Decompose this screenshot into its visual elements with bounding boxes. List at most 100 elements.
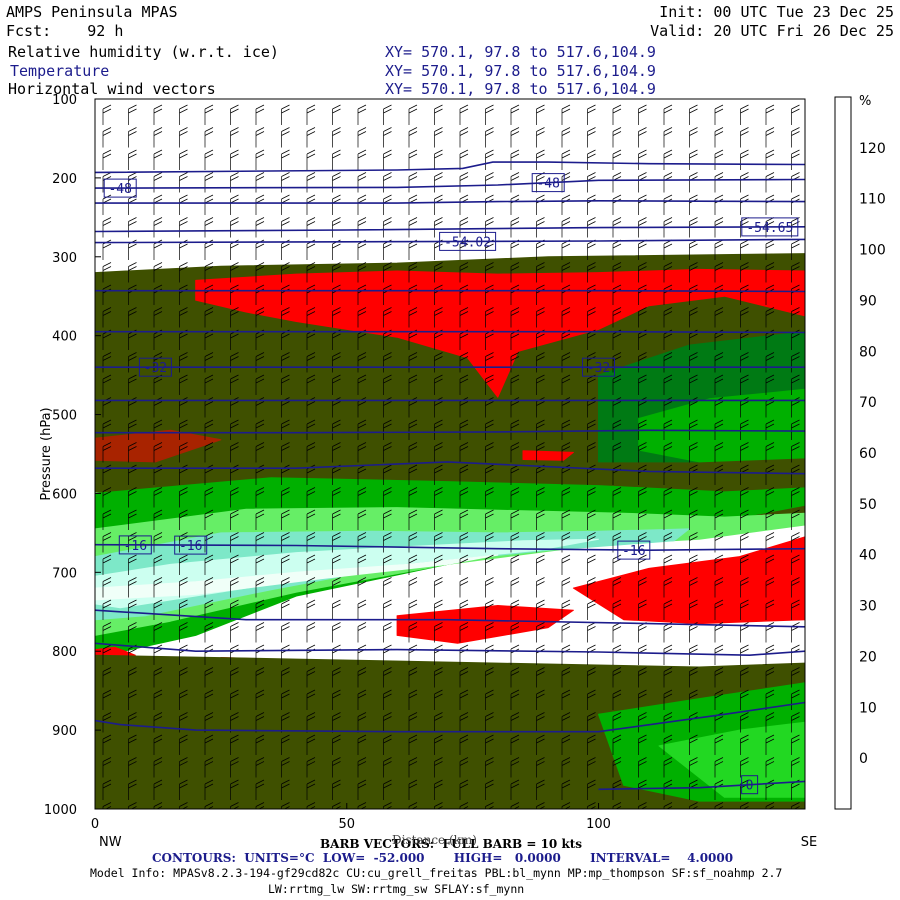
wind-barb: [510, 127, 520, 148]
wind-barb: [561, 217, 571, 238]
wind-barb: [408, 599, 418, 620]
wind-barb: [102, 757, 112, 778]
wind-barb: [434, 532, 443, 553]
wind-barb: [153, 577, 163, 598]
wind-barb: [561, 307, 571, 328]
wind-barb: [765, 757, 775, 778]
wind-barb: [281, 779, 290, 800]
wind-barb: [740, 172, 749, 193]
wind-barb: [383, 307, 392, 328]
wind-barb: [561, 442, 571, 463]
wind-barb: [485, 172, 494, 193]
wind-barb: [230, 172, 239, 193]
wind-barb: [332, 509, 341, 530]
wind-barb: [791, 577, 800, 598]
wind-barb: [689, 419, 698, 440]
contour-info: CONTOURS: UNITS=°C LOW= -52.000 HIGH= 0.…: [152, 851, 734, 865]
wind-barb: [765, 149, 775, 170]
wind-barb: [714, 374, 724, 395]
wind-barb: [102, 689, 112, 710]
wind-barb: [612, 487, 622, 508]
wind-barb: [306, 217, 316, 238]
wind-barb: [408, 622, 418, 643]
temperature-contour: [95, 178, 805, 189]
wind-barb: [357, 127, 367, 148]
contour-label: -54.02: [444, 235, 491, 250]
wind-barb: [255, 442, 265, 463]
wind-barb: [153, 757, 163, 778]
wind-barb: [663, 352, 673, 373]
wind-barb: [153, 689, 163, 710]
wind-barb: [332, 667, 341, 688]
contour-label: -54.65: [746, 221, 793, 236]
wind-barb: [434, 554, 443, 575]
wind-barb: [587, 442, 596, 463]
wind-barb: [255, 689, 265, 710]
rh-region: [658, 721, 805, 798]
wind-barb: [791, 374, 800, 395]
wind-barb: [638, 779, 647, 800]
wind-barb: [332, 217, 341, 238]
wind-barb: [459, 599, 469, 620]
wind-barb: [128, 149, 137, 170]
wind-barb: [740, 307, 749, 328]
contour-label-box: [531, 173, 565, 193]
wind-barb: [434, 509, 443, 530]
wind-barb: [281, 734, 290, 755]
wind-barb: [102, 194, 112, 215]
wind-barb: [281, 172, 290, 193]
wind-barb: [204, 734, 214, 755]
wind-barb: [102, 104, 112, 125]
wind-barb: [485, 644, 494, 665]
wind-barb: [791, 734, 800, 755]
wind-barb: [306, 712, 316, 733]
wind-barb: [230, 194, 239, 215]
wind-barb: [689, 307, 698, 328]
wind-barb: [791, 419, 800, 440]
wind-barb: [230, 599, 239, 620]
wind-barb: [179, 622, 188, 643]
wind-barb: [153, 217, 163, 238]
wind-barb: [612, 217, 622, 238]
wind-barb: [434, 599, 443, 620]
wind-barb: [765, 194, 775, 215]
wind-barb: [612, 419, 622, 440]
wind-barb: [612, 577, 622, 598]
wind-barb: [204, 149, 214, 170]
wind-barb: [459, 734, 469, 755]
wind-barb: [332, 577, 341, 598]
wind-barb: [102, 712, 112, 733]
rh-region: [522, 450, 574, 461]
wind-barb: [255, 104, 265, 125]
wind-barb: [179, 149, 188, 170]
wind-barb: [332, 374, 341, 395]
wind-barb: [281, 239, 290, 260]
wind-barb: [306, 262, 316, 283]
wind-barb: [663, 262, 673, 283]
wind-barb: [765, 464, 775, 485]
wind-barb: [153, 734, 163, 755]
wind-barb: [357, 532, 367, 553]
wind-barb: [408, 487, 418, 508]
wind-barb: [357, 149, 367, 170]
temperature-contour: [95, 609, 805, 628]
wind-barb: [357, 757, 367, 778]
wind-barb: [638, 352, 647, 373]
wind-barb: [689, 644, 698, 665]
wind-barb: [128, 734, 137, 755]
wind-barb: [663, 644, 673, 665]
wind-barb: [153, 779, 163, 800]
wind-barb: [179, 667, 188, 688]
wind-barb: [714, 757, 724, 778]
wind-barb: [332, 307, 341, 328]
wind-barb: [638, 644, 647, 665]
wind-barb: [128, 307, 137, 328]
wind-barb: [459, 577, 469, 598]
wind-barb: [434, 734, 443, 755]
field3-xy: XY= 570.1, 97.8 to 517.6,104.9: [385, 80, 656, 98]
wind-barb: [638, 127, 647, 148]
wind-barb: [204, 374, 214, 395]
wind-barb: [306, 487, 316, 508]
wind-barb: [408, 554, 418, 575]
wind-barb: [102, 599, 112, 620]
